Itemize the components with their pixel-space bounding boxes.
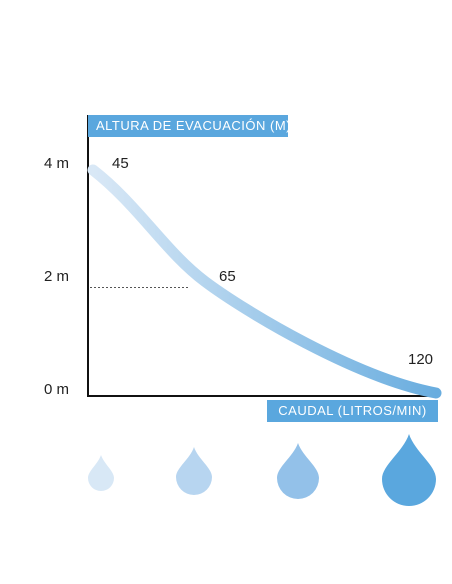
y-tick-label: 2 m <box>44 268 70 285</box>
data-label: 65 <box>219 268 236 285</box>
water-drop-icon <box>382 434 436 506</box>
y-tick-label: 0 m <box>44 381 70 398</box>
data-label: 45 <box>112 155 129 172</box>
flow-curve <box>87 164 442 399</box>
x-axis-label: CAUDAL (LITROS/MIN) <box>267 400 438 422</box>
data-label: 120 <box>408 351 434 368</box>
y-axis-label: ALTURA DE EVACUACIÓN (M) <box>88 115 290 137</box>
water-drop-icon <box>176 447 212 495</box>
water-drop-icon <box>277 443 319 499</box>
water-drop-icon <box>88 455 114 491</box>
y-tick-label: 4 m <box>44 155 70 172</box>
